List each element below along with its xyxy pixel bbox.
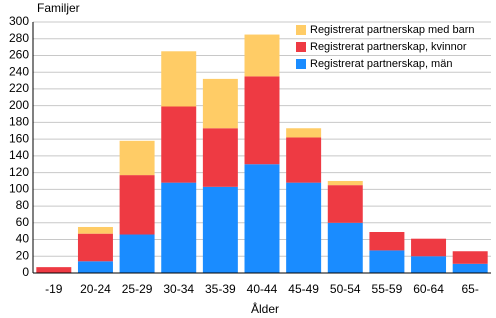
bar-segment <box>327 185 363 223</box>
y-tick-label: 40 <box>16 232 30 246</box>
y-tick-label: 240 <box>9 64 29 78</box>
x-tick-label: -19 <box>45 282 63 296</box>
x-tick-label: 45-49 <box>288 282 319 296</box>
y-tick-label: 60 <box>16 215 30 229</box>
x-tick-label: 50-54 <box>330 282 361 296</box>
bar-segment <box>327 222 363 273</box>
x-axis-title: Ålder <box>251 301 279 316</box>
y-tick-label: 120 <box>9 165 29 179</box>
y-axis-title: Familjer <box>37 1 80 15</box>
bar-segment <box>286 137 322 183</box>
bar-segment <box>244 164 280 273</box>
bar-segment <box>452 251 488 264</box>
y-tick-label: 0 <box>22 265 29 279</box>
y-tick-label: 200 <box>9 98 29 112</box>
bar-segment <box>244 76 280 165</box>
y-tick-label: 160 <box>9 131 29 145</box>
x-tick-label: 40-44 <box>247 282 278 296</box>
x-tick-label: 60-64 <box>413 282 444 296</box>
bar-segment <box>77 233 113 262</box>
legend-swatch <box>296 25 306 35</box>
x-tick-label: 35-39 <box>205 282 236 296</box>
x-tick-label: 65- <box>462 282 479 296</box>
bar-segment <box>369 232 405 251</box>
y-tick-label: 140 <box>9 148 29 162</box>
bar-segment <box>202 186 238 273</box>
bar-segment <box>244 34 280 77</box>
bar-segment <box>202 128 238 187</box>
bar-segment <box>77 226 113 234</box>
bar-segment <box>452 263 488 273</box>
x-tick-label: 30-34 <box>163 282 194 296</box>
bar-segment <box>77 261 113 273</box>
y-tick-label: 260 <box>9 48 29 62</box>
legend-swatch <box>296 59 306 69</box>
bar-segment <box>119 175 155 235</box>
bar-segment <box>327 180 363 186</box>
y-tick-label: 100 <box>9 182 29 196</box>
y-tick-label: 280 <box>9 31 29 45</box>
bar-segment <box>161 51 197 107</box>
y-tick-label: 80 <box>16 198 30 212</box>
y-tick-label: 220 <box>9 81 29 95</box>
x-tick-label: 25-29 <box>122 282 153 296</box>
x-tick-label: 55-59 <box>372 282 403 296</box>
bar-segment <box>119 234 155 273</box>
bar-segment <box>161 182 197 273</box>
legend-label: Registrerat partnerskap, kvinnor <box>310 41 467 53</box>
legend-swatch <box>296 42 306 52</box>
y-tick-label: 20 <box>16 248 30 262</box>
bar-segment <box>202 78 238 129</box>
y-tick-label: 180 <box>9 115 29 129</box>
bar-segment <box>411 238 447 257</box>
y-tick-label: 300 <box>9 14 29 28</box>
bar-segment <box>286 182 322 273</box>
bar-segment <box>286 128 322 138</box>
bar-segment <box>36 267 72 273</box>
bar-segment <box>119 140 155 176</box>
bar-segment <box>161 106 197 183</box>
bar-segment <box>411 256 447 273</box>
bar-segment <box>369 250 405 273</box>
x-tick-label: 20-24 <box>80 282 111 296</box>
legend-label: Registrerat partnerskap, män <box>310 58 452 70</box>
legend-label: Registrerat partnerskap med barn <box>310 24 474 36</box>
